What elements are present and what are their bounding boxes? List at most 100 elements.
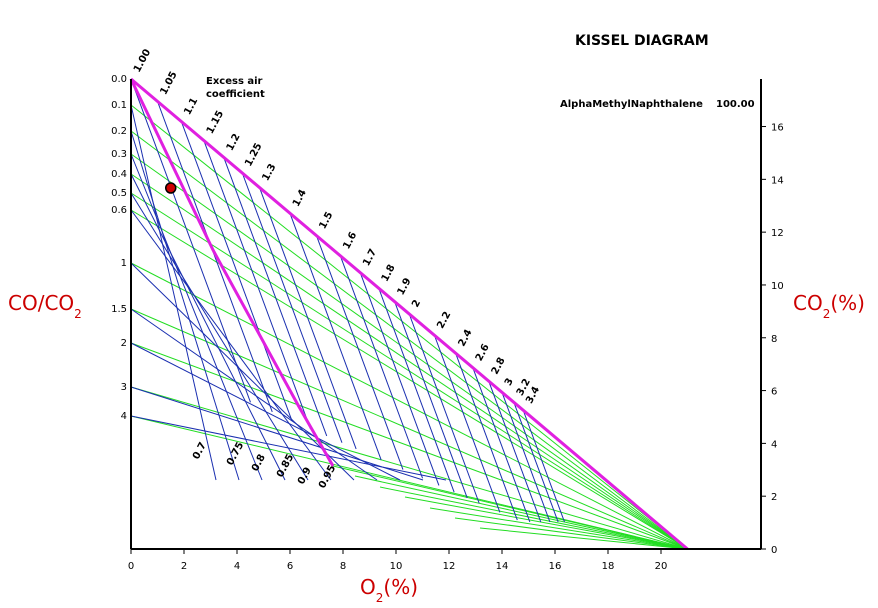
- sub-line-1: [130, 130, 240, 481]
- fuel-value: 100.00: [716, 99, 755, 110]
- excess-air-label-0: 1.00: [132, 47, 153, 74]
- left-axis-label: CO/CO2: [8, 291, 82, 321]
- left-tick-label-9: 2: [121, 338, 127, 349]
- sub-line-9: [130, 386, 424, 481]
- right-tick-label-6: 12: [771, 228, 784, 239]
- labels: 1.001.051.1 1.151.2 1.251.3 1.4 1.5 1.61.71.8…: [111, 47, 784, 572]
- x-tick-label-8: 16: [549, 561, 562, 572]
- sub-line-6: [130, 262, 355, 481]
- excess-air-line-10: [359, 272, 440, 486]
- excess-air-line-12: [394, 301, 468, 499]
- left-tick-label-8: 1.5: [111, 304, 127, 315]
- excess-air-line-20: [522, 410, 565, 523]
- x-tick-label-3: 6: [287, 561, 293, 572]
- excess-air-label-17: 2.8: [490, 356, 508, 377]
- excess-air-line-14: [433, 335, 501, 513]
- ratio-line-low-6: [479, 527, 688, 550]
- left-tick-label-6: 0.6: [111, 205, 127, 216]
- sub-line-5: [130, 209, 332, 481]
- excess-air-label-2: 1.1: [182, 96, 200, 117]
- left-tick-label-4: 0.4: [111, 169, 127, 180]
- left-tick-label-7: 1: [121, 258, 127, 269]
- excess-air-line-0: [130, 78, 251, 403]
- x-tick-label-1: 2: [181, 561, 187, 572]
- excess-air-label-18: 3: [503, 376, 516, 387]
- sub-line-7: [130, 308, 378, 481]
- excess-air-line-19: [513, 402, 559, 523]
- x-tick-label-7: 14: [496, 561, 509, 572]
- excess-air-line-2: [180, 121, 293, 421]
- excess-air-line-13: [408, 313, 480, 504]
- excess-air-label-15: 2.4: [457, 328, 475, 349]
- ratio-line-low-0: [332, 465, 688, 550]
- x-tick-label-5: 10: [390, 561, 403, 572]
- x-tick-label-10: 20: [655, 561, 668, 572]
- chart-title: KISSEL DIAGRAM: [575, 33, 709, 49]
- left-tick-label-1: 0.1: [111, 100, 127, 111]
- left-tick-label-0: 0.0: [111, 74, 127, 85]
- ratio-line-low-1: [354, 475, 688, 550]
- excess-air-line-18: [501, 392, 551, 523]
- excess-air-label-3: 1.15: [205, 109, 226, 136]
- annotation-line-1: Excess air: [206, 76, 263, 87]
- excess-air-label-8: 1.5: [317, 210, 335, 231]
- ratio-line-low-5: [454, 517, 688, 550]
- excess-air-label-5: 1.25: [243, 141, 264, 168]
- ratio-line-1: [130, 104, 688, 550]
- left-tick-label-2: 0.2: [111, 126, 127, 137]
- sub-label-5: 0.95: [317, 463, 338, 490]
- right-tick-label-7: 14: [771, 175, 784, 186]
- sub-line-10: [130, 415, 447, 481]
- right-tick-label-3: 6: [771, 387, 777, 398]
- excess-air-line-7: [289, 213, 382, 461]
- sub-line-0: [130, 104, 217, 481]
- ratio-line-3: [130, 153, 688, 550]
- excess-air-label-9: 1.6: [341, 230, 359, 251]
- annotation-line-2: coefficient: [206, 89, 265, 100]
- excess-air-label-13: 2: [410, 298, 423, 309]
- x-tick-label-2: 4: [234, 561, 240, 572]
- sub-line-8: [130, 342, 401, 481]
- x-axis-label: O2(%): [360, 575, 418, 605]
- right-tick-label-1: 2: [771, 492, 777, 503]
- excess-air-label-10: 1.7: [361, 247, 379, 268]
- sub-line-2: [130, 153, 263, 481]
- right-tick-label-5: 10: [771, 281, 784, 292]
- excess-air-label-7: 1.4: [291, 188, 309, 209]
- sub-line-4: [130, 192, 309, 481]
- excess-air-label-11: 1.8: [380, 263, 398, 284]
- right-tick-label-0: 0: [771, 545, 777, 556]
- sub-label-0: 0.7: [191, 441, 209, 462]
- boundary-lines: [129, 77, 689, 551]
- excess-air-line-3: [203, 140, 311, 429]
- right-tick-label-8: 16: [771, 123, 784, 134]
- right-axis-label: CO2(%): [793, 291, 865, 321]
- excess-air-line-5: [241, 172, 343, 443]
- left-tick-label-10: 3: [121, 382, 127, 393]
- fuel-name: AlphaMethylNaphthalene: [560, 99, 703, 110]
- excess-air-line-15: [455, 352, 518, 521]
- excess-air-label-16: 2.6: [474, 342, 492, 363]
- excess-air-line-17: [488, 380, 542, 523]
- excess-air-line-16: [472, 367, 531, 523]
- left-tick-label-3: 0.3: [111, 149, 127, 160]
- excess-air-line-9: [339, 255, 424, 479]
- excess-air-label-14: 2.2: [435, 310, 453, 331]
- measurement-point: [165, 182, 177, 194]
- ratio-line-10: [130, 386, 688, 550]
- excess-air-line-8: [316, 235, 404, 470]
- stoich-boundary: [129, 78, 335, 467]
- excess-air-label-4: 1.2: [225, 132, 243, 153]
- excess-air-line-6: [259, 187, 357, 450]
- right-tick-label-4: 8: [771, 334, 777, 345]
- excess-air-label-1: 1.05: [158, 70, 179, 97]
- excess-air-line-1: [157, 101, 273, 413]
- co2-max-boundary: [130, 77, 689, 551]
- sub-line-3: [130, 173, 286, 481]
- x-tick-label-0: 0: [128, 561, 134, 572]
- excess-air-label-6: 1.3: [260, 162, 278, 183]
- excess-air-line-4: [223, 157, 328, 437]
- ratio-line-low-2: [379, 486, 688, 550]
- left-tick-label-11: 4: [121, 411, 127, 422]
